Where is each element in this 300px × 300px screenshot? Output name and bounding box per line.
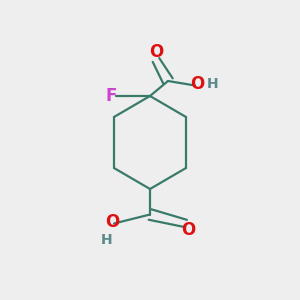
Text: F: F	[105, 87, 117, 105]
Text: O: O	[181, 221, 195, 239]
Text: O: O	[149, 43, 163, 61]
Text: O: O	[190, 75, 204, 93]
Text: H: H	[207, 77, 219, 91]
Text: H: H	[101, 233, 112, 247]
Text: O: O	[105, 213, 119, 231]
